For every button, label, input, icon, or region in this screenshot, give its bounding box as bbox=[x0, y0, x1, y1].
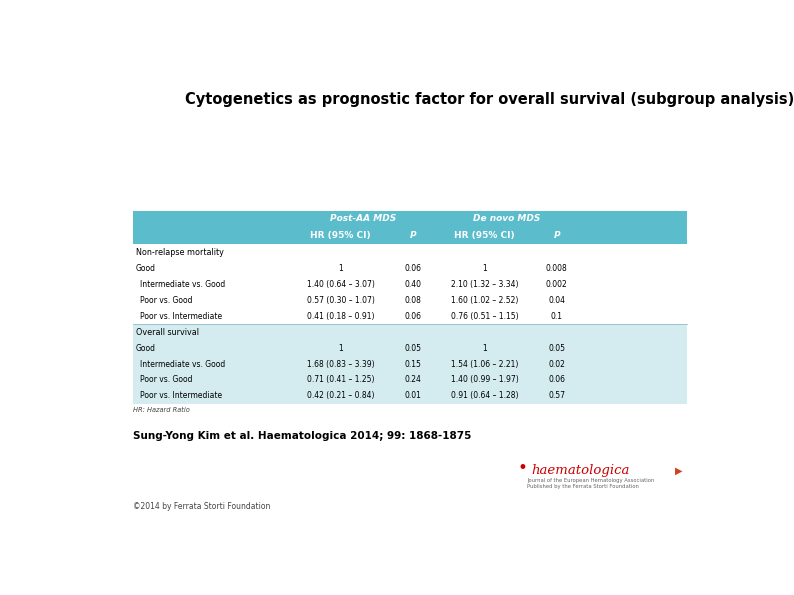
Text: 0.06: 0.06 bbox=[404, 264, 422, 273]
Text: 0.01: 0.01 bbox=[404, 391, 421, 400]
Bar bbox=[133, 340, 687, 356]
Text: Intermediate vs. Good: Intermediate vs. Good bbox=[141, 359, 225, 369]
Text: 1.68 (0.83 – 3.39): 1.68 (0.83 – 3.39) bbox=[307, 359, 375, 369]
Text: haematologica: haematologica bbox=[531, 464, 630, 477]
Text: 0.15: 0.15 bbox=[404, 359, 421, 369]
Text: Poor vs. Good: Poor vs. Good bbox=[141, 375, 193, 384]
Bar bbox=[133, 245, 687, 261]
Text: 1: 1 bbox=[338, 264, 343, 273]
Text: De novo MDS: De novo MDS bbox=[473, 214, 541, 224]
Text: 0.40: 0.40 bbox=[404, 280, 422, 289]
Text: Poor vs. Intermediate: Poor vs. Intermediate bbox=[141, 391, 222, 400]
Text: Poor vs. Good: Poor vs. Good bbox=[141, 296, 193, 305]
Text: P: P bbox=[553, 231, 560, 240]
Text: Poor vs. Intermediate: Poor vs. Intermediate bbox=[141, 312, 222, 321]
Text: 0.71 (0.41 – 1.25): 0.71 (0.41 – 1.25) bbox=[307, 375, 375, 384]
Text: 0.57 (0.30 – 1.07): 0.57 (0.30 – 1.07) bbox=[306, 296, 375, 305]
Text: Good: Good bbox=[136, 344, 156, 353]
Text: HR: Hazard Ratio: HR: Hazard Ratio bbox=[133, 407, 190, 413]
Text: 1.60 (1.02 – 2.52): 1.60 (1.02 – 2.52) bbox=[451, 296, 518, 305]
Text: 0.08: 0.08 bbox=[404, 296, 421, 305]
Bar bbox=[133, 228, 687, 245]
Text: 1.54 (1.06 – 2.21): 1.54 (1.06 – 2.21) bbox=[451, 359, 518, 369]
Text: 1.40 (0.64 – 3.07): 1.40 (0.64 – 3.07) bbox=[306, 280, 375, 289]
Text: Journal of the European Hematology Association
Published by the Ferrata Storti F: Journal of the European Hematology Assoc… bbox=[527, 478, 654, 488]
Text: 1: 1 bbox=[338, 344, 343, 353]
Text: 0.91 (0.64 – 1.28): 0.91 (0.64 – 1.28) bbox=[451, 391, 518, 400]
Text: ©2014 by Ferrata Storti Foundation: ©2014 by Ferrata Storti Foundation bbox=[133, 502, 271, 511]
Bar bbox=[133, 372, 687, 388]
Text: 0.41 (0.18 – 0.91): 0.41 (0.18 – 0.91) bbox=[307, 312, 375, 321]
Text: 0.57: 0.57 bbox=[549, 391, 565, 400]
Text: 0.05: 0.05 bbox=[549, 344, 565, 353]
Text: Overall survival: Overall survival bbox=[136, 328, 198, 337]
Bar bbox=[133, 211, 687, 228]
Text: 0.42 (0.21 – 0.84): 0.42 (0.21 – 0.84) bbox=[307, 391, 375, 400]
Text: 0.05: 0.05 bbox=[404, 344, 422, 353]
Text: 0.1: 0.1 bbox=[551, 312, 563, 321]
Text: 0.76 (0.51 – 1.15): 0.76 (0.51 – 1.15) bbox=[451, 312, 518, 321]
Text: Intermediate vs. Good: Intermediate vs. Good bbox=[141, 280, 225, 289]
Text: Sung-Yong Kim et al. Haematologica 2014; 99: 1868-1875: Sung-Yong Kim et al. Haematologica 2014;… bbox=[133, 431, 472, 441]
Text: 0.04: 0.04 bbox=[549, 296, 565, 305]
Text: 0.002: 0.002 bbox=[546, 280, 568, 289]
Text: Good: Good bbox=[136, 264, 156, 273]
Text: 0.06: 0.06 bbox=[549, 375, 565, 384]
Text: Cytogenetics as prognostic factor for overall survival (subgroup analysis).: Cytogenetics as prognostic factor for ov… bbox=[185, 92, 794, 107]
Bar bbox=[133, 356, 687, 372]
Text: 1: 1 bbox=[483, 344, 488, 353]
Bar bbox=[133, 324, 687, 340]
Text: HR (95% CI): HR (95% CI) bbox=[310, 231, 371, 240]
Text: 2.10 (1.32 – 3.34): 2.10 (1.32 – 3.34) bbox=[451, 280, 518, 289]
Text: 0.02: 0.02 bbox=[549, 359, 565, 369]
Text: ▶: ▶ bbox=[675, 465, 682, 475]
Text: Non-relapse mortality: Non-relapse mortality bbox=[136, 248, 223, 257]
Text: 0.008: 0.008 bbox=[546, 264, 568, 273]
Bar bbox=[133, 308, 687, 324]
Text: 1.40 (0.99 – 1.97): 1.40 (0.99 – 1.97) bbox=[451, 375, 518, 384]
Text: 1: 1 bbox=[483, 264, 488, 273]
Bar bbox=[133, 277, 687, 292]
Text: Post-AA MDS: Post-AA MDS bbox=[330, 214, 396, 224]
Text: HR (95% CI): HR (95% CI) bbox=[454, 231, 515, 240]
Text: P: P bbox=[410, 231, 416, 240]
Bar bbox=[133, 261, 687, 277]
Text: 0.24: 0.24 bbox=[404, 375, 421, 384]
Bar bbox=[133, 388, 687, 403]
Text: •: • bbox=[518, 459, 527, 477]
Bar bbox=[133, 292, 687, 308]
Text: 0.06: 0.06 bbox=[404, 312, 422, 321]
